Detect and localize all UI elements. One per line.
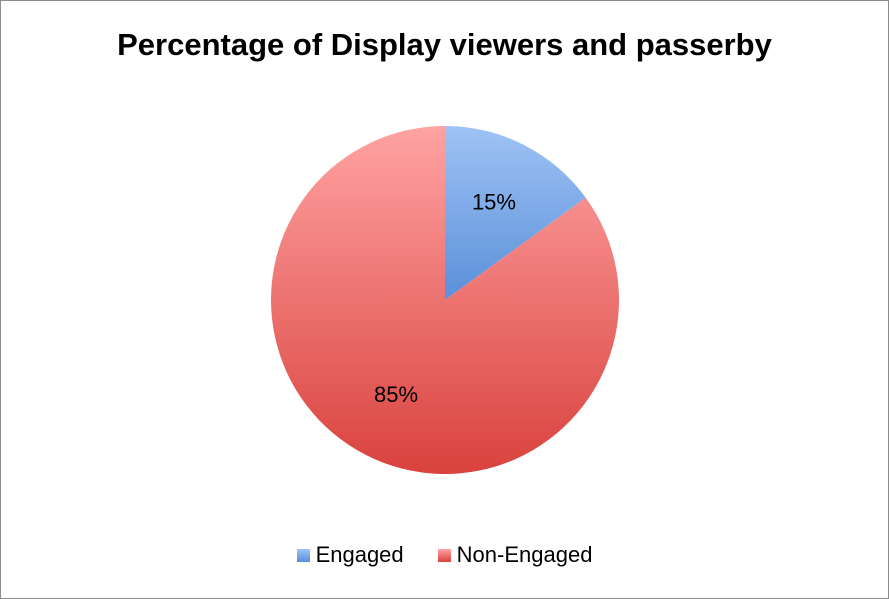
- data-label-engaged: 15%: [472, 190, 516, 215]
- pie-slices: [271, 125, 619, 474]
- legend: Engaged Non-Engaged: [1, 542, 888, 568]
- legend-label-engaged: Engaged: [315, 542, 404, 567]
- pie-slice-non-engaged: [271, 125, 619, 474]
- pie-slice-engaged: [445, 126, 586, 300]
- data-label-non-engaged: 85%: [374, 382, 418, 407]
- legend-swatch-engaged: [296, 548, 310, 562]
- legend-item-engaged: Engaged: [296, 542, 404, 568]
- pie-labels: 15% 85%: [374, 190, 516, 407]
- legend-label-non-engaged: Non-Engaged: [456, 542, 593, 567]
- chart-title: Percentage of Display viewers and passer…: [117, 27, 772, 62]
- legend-item-non-engaged: Non-Engaged: [437, 542, 593, 568]
- legend-swatch-non-engaged: [437, 548, 451, 562]
